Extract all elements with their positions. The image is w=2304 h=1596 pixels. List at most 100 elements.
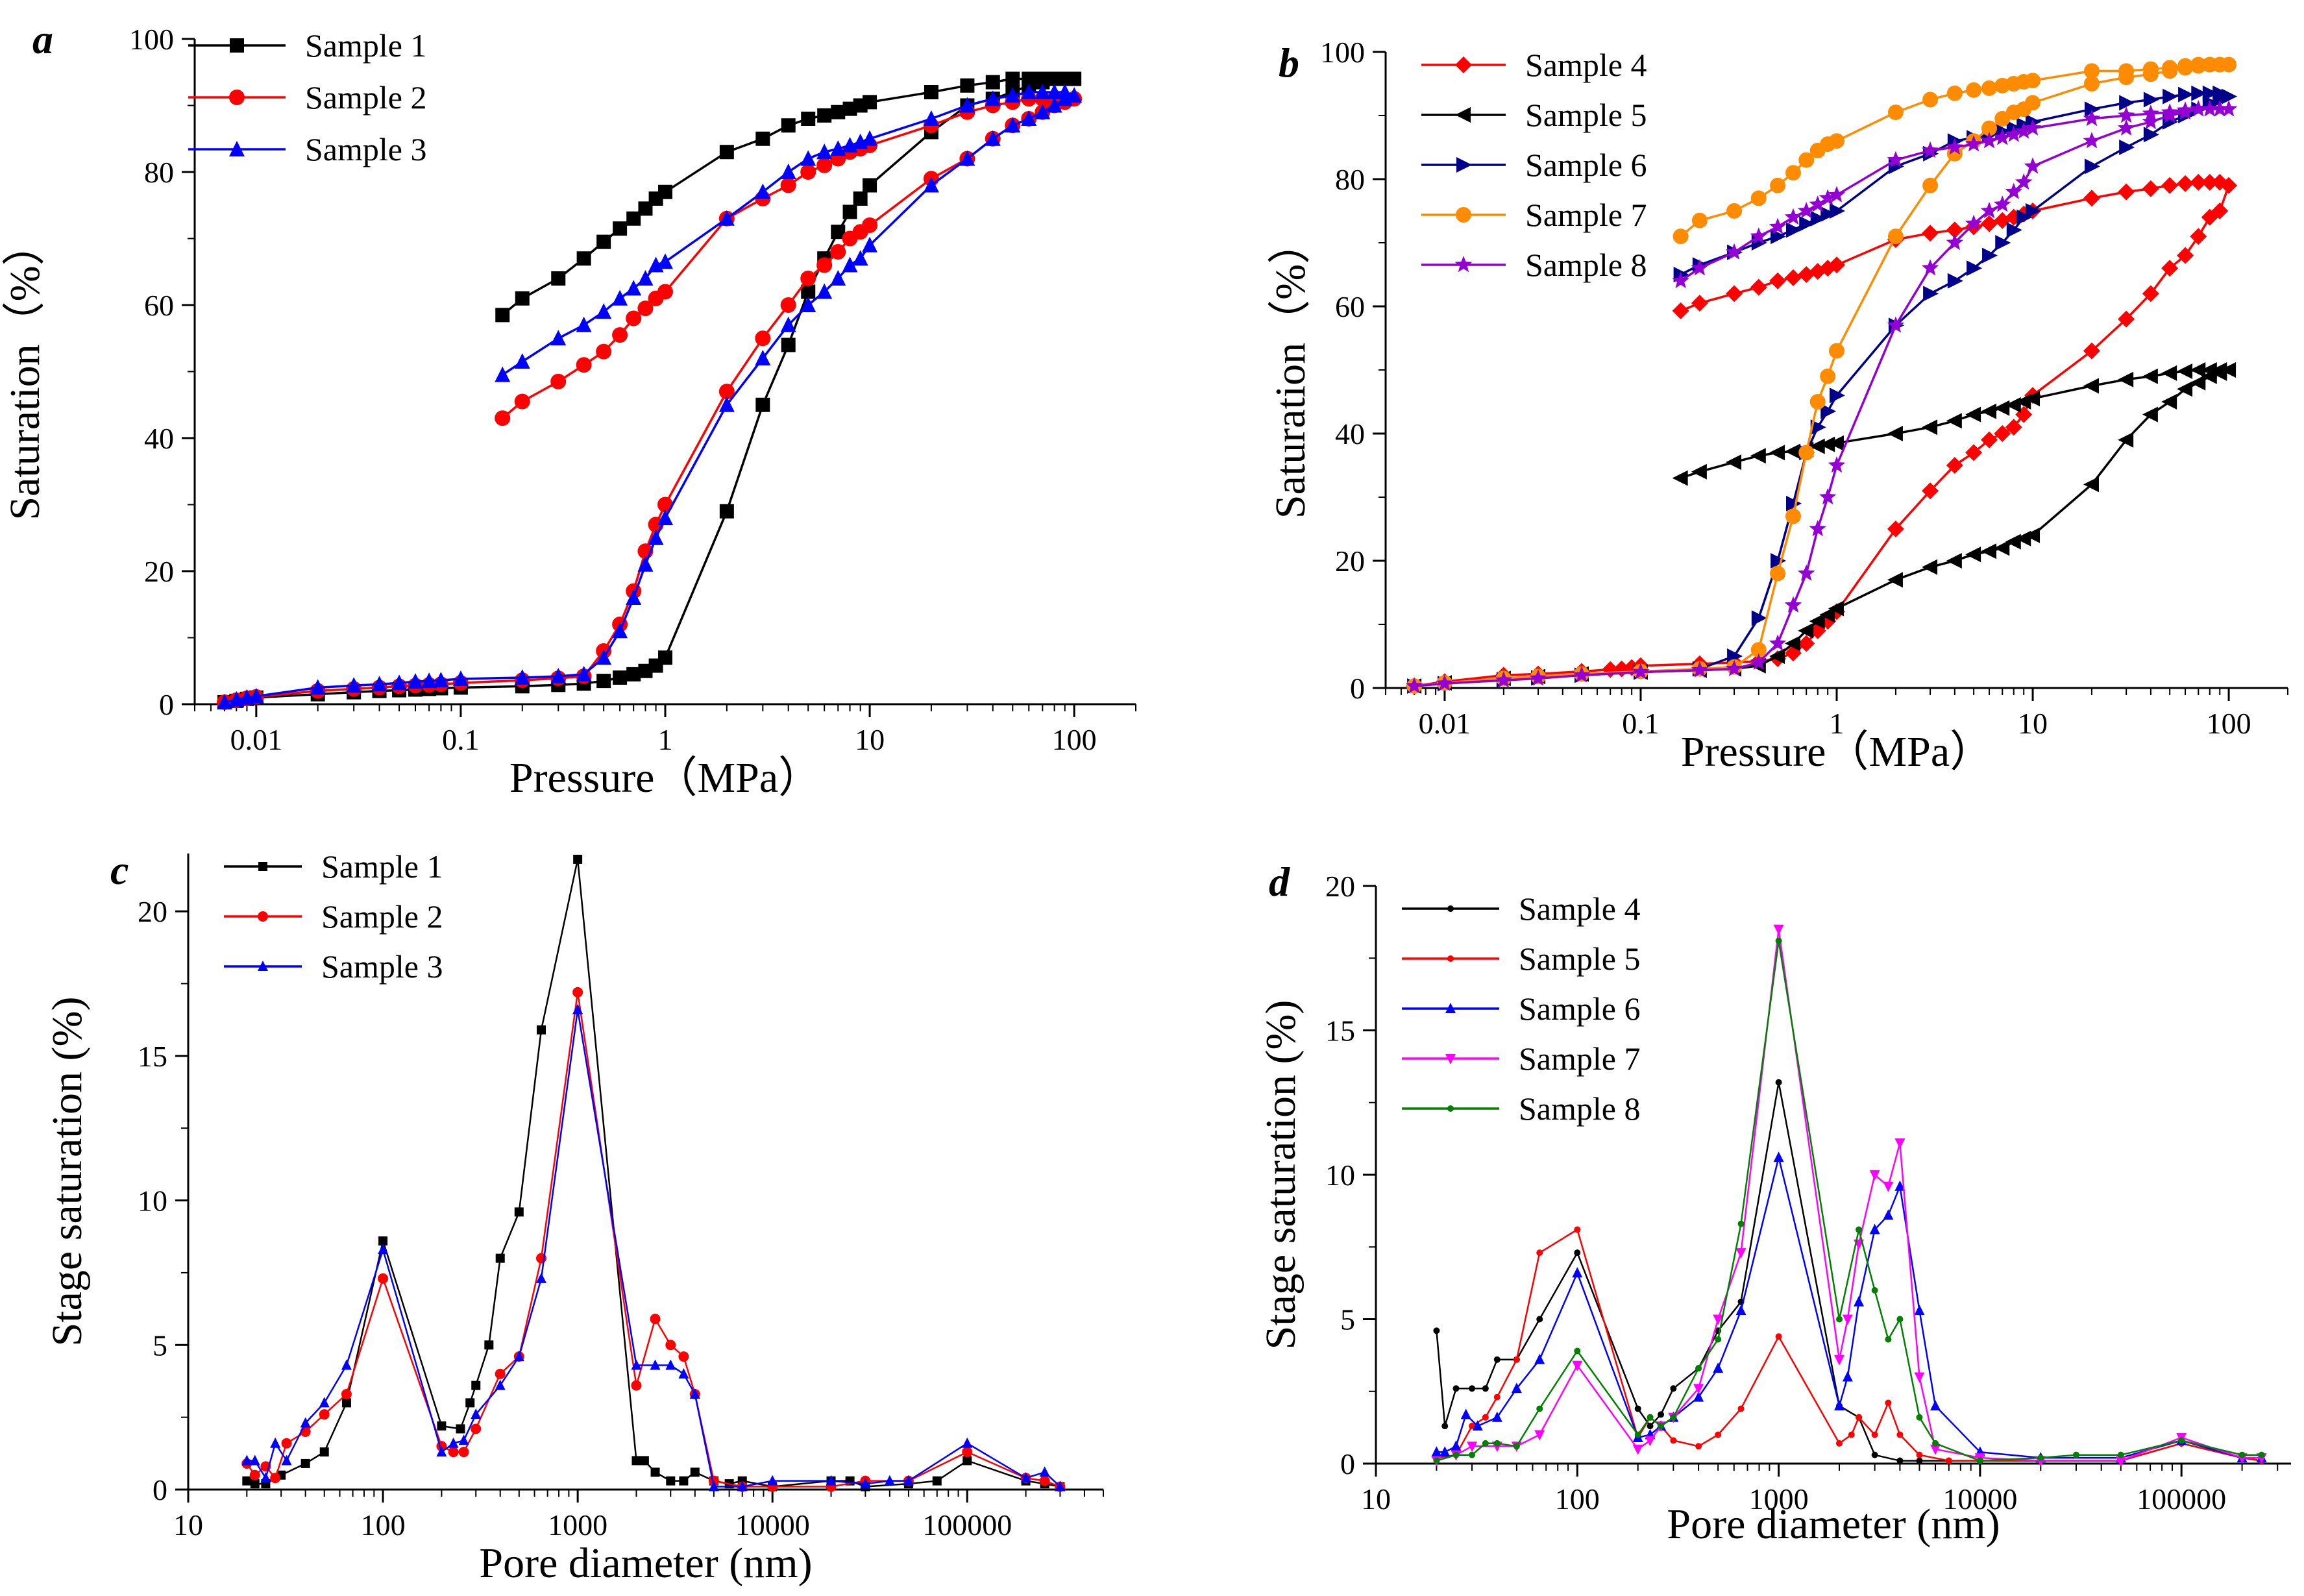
data-point (1932, 1440, 1939, 1447)
data-point (319, 1397, 330, 1408)
data-point (626, 667, 641, 681)
data-point (596, 649, 612, 665)
data-point (270, 1437, 281, 1448)
data-point (1798, 622, 1814, 639)
data-point (1035, 71, 1050, 86)
data-point (1965, 214, 1983, 231)
x-tick-label: 100000 (922, 1508, 1012, 1541)
data-point (2177, 58, 2194, 74)
x-tick-label: 0.1 (1622, 707, 1660, 740)
legend-marker (1447, 1105, 1454, 1112)
data-point (1770, 177, 1786, 193)
data-point (572, 987, 583, 998)
data-point (495, 308, 510, 323)
data-point (962, 1447, 973, 1458)
data-point (780, 316, 796, 332)
data-point (985, 75, 1000, 90)
data-point (1809, 394, 1826, 410)
data-point (1994, 400, 2010, 416)
data-point (801, 284, 816, 299)
data-point (755, 183, 771, 199)
data-point (817, 108, 832, 123)
data-point (2142, 61, 2159, 77)
data-point (1695, 1443, 1702, 1450)
data-point (2083, 109, 2101, 127)
data-point (576, 665, 592, 681)
legend-label: Sample 5 (1519, 940, 1640, 977)
data-point (862, 236, 878, 252)
data-point (1670, 1437, 1677, 1444)
legend-label: Sample 7 (1525, 197, 1647, 233)
data-point (2162, 60, 2178, 76)
data-point (826, 1475, 837, 1486)
legend-entry: Sample 8 (1402, 1090, 1640, 1127)
data-point (495, 1253, 505, 1263)
data-point (612, 327, 628, 343)
data-point (448, 1447, 459, 1458)
data-point (780, 177, 796, 193)
data-point (657, 509, 673, 525)
data-point (985, 90, 1001, 106)
data-point (1020, 1472, 1031, 1483)
data-point (1750, 653, 1768, 670)
data-point (1691, 259, 1709, 276)
data-point (1833, 1355, 1844, 1366)
data-point (484, 1340, 494, 1350)
y-tick-label: 0 (153, 1473, 167, 1506)
data-point (495, 366, 511, 382)
data-point (1673, 228, 1689, 245)
data-point (1797, 564, 1815, 581)
data-point (831, 225, 846, 239)
data-point (852, 133, 868, 149)
data-point (612, 622, 628, 639)
series-line (1436, 1229, 2262, 1462)
data-point (1039, 1466, 1050, 1477)
x-tick-label: 1 (658, 723, 673, 756)
series-5 (1405, 100, 2238, 694)
data-point (378, 1236, 388, 1246)
data-point (2190, 374, 2206, 391)
data-point (1057, 84, 1073, 99)
data-point (1946, 138, 1964, 155)
data-point (2177, 175, 2194, 192)
data-point (1431, 1446, 1442, 1457)
data-point (1534, 1353, 1545, 1364)
data-point (281, 1438, 292, 1449)
x-tick-label: 1000 (548, 1508, 607, 1541)
data-point (1923, 286, 1939, 302)
data-point (550, 667, 567, 683)
data-point (613, 221, 628, 236)
legend-label: Sample 4 (1519, 890, 1640, 927)
data-point (842, 101, 857, 116)
data-point (2118, 371, 2134, 387)
data-point (1513, 1443, 1520, 1450)
data-point (657, 253, 673, 269)
y-tick-label: 20 (1325, 870, 1355, 903)
legend-entry: Sample 1 (224, 848, 443, 885)
legend-entry: Sample 8 (1421, 247, 1647, 283)
x-tick-label: 10 (1361, 1482, 1391, 1516)
data-point (2117, 106, 2135, 123)
data-point (514, 1207, 524, 1217)
data-point (1980, 132, 1998, 149)
data-point (2118, 310, 2135, 328)
panel-letter: b (1279, 40, 1299, 86)
panel-letter: a (32, 16, 53, 62)
data-point (1982, 247, 1998, 264)
data-point (1691, 295, 1708, 312)
data-point (2177, 247, 2194, 264)
data-point (2201, 173, 2218, 191)
data-point (1810, 419, 1826, 436)
data-point (217, 693, 233, 709)
data-point (1726, 454, 1742, 471)
data-point (1713, 1362, 1724, 1373)
data-point (437, 1421, 447, 1430)
data-point (1769, 445, 1785, 461)
data-point (1828, 600, 1844, 617)
data-point (1887, 572, 1903, 588)
data-point (1751, 610, 1767, 626)
legend-marker (1445, 1054, 1456, 1064)
data-point (2201, 362, 2217, 378)
data-point (2163, 88, 2179, 104)
data-point (300, 1417, 311, 1428)
